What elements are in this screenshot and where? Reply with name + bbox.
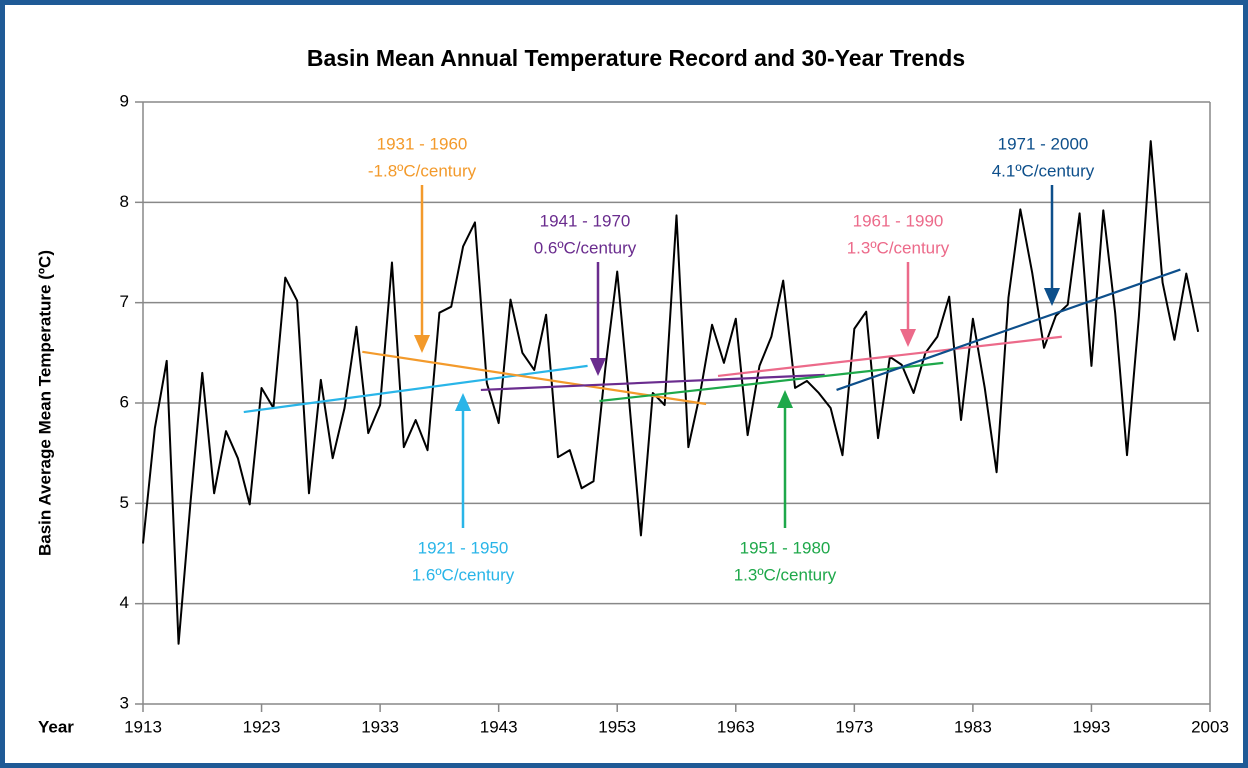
y-tick-label: 5	[120, 493, 129, 512]
y-tick-label: 4	[120, 593, 129, 612]
annotation-label: 4.1ºC/century	[992, 161, 1095, 180]
y-tick-label: 3	[120, 693, 129, 712]
chart-title: Basin Mean Annual Temperature Record and…	[307, 45, 965, 71]
annotation-label: 1941 - 1970	[540, 211, 631, 230]
trend-line	[599, 361, 944, 403]
y-tick-label: 9	[120, 91, 129, 110]
trend-line	[243, 364, 588, 414]
chart: Basin Mean Annual Temperature Record and…	[35, 45, 1229, 736]
x-axis-label: Year	[38, 717, 74, 736]
x-tick-label: 1983	[954, 717, 992, 736]
arrow-head	[590, 358, 606, 376]
arrow-head	[900, 329, 916, 347]
data-line	[142, 140, 1200, 645]
y-tick-label: 6	[120, 392, 129, 411]
annotation-label: -1.8ºC/century	[368, 161, 477, 180]
annotation-label: 1.3ºC/century	[847, 238, 950, 257]
arrow-head	[1044, 288, 1060, 306]
arrow-head	[455, 393, 471, 411]
annotation-label: 1971 - 2000	[998, 134, 1089, 153]
x-tick-label: 1993	[1073, 717, 1111, 736]
annotation-label: 1931 - 1960	[377, 134, 468, 153]
annotation-label: 1951 - 1980	[740, 538, 831, 557]
annotation-label: 1.6ºC/century	[412, 565, 515, 584]
annotation-label: 0.6ºC/century	[534, 238, 637, 257]
y-tick-label: 7	[120, 292, 129, 311]
trend-line	[717, 335, 1062, 378]
annotation-label: 1961 - 1990	[853, 211, 944, 230]
annotation-label: 1921 - 1950	[418, 538, 509, 557]
trend-line	[836, 268, 1181, 391]
trend-line	[480, 373, 825, 392]
trend-line	[362, 350, 707, 406]
x-tick-label: 2003	[1191, 717, 1229, 736]
arrow-head	[414, 335, 430, 353]
x-tick-label: 1973	[835, 717, 873, 736]
x-tick-label: 1953	[598, 717, 636, 736]
x-tick-label: 1913	[124, 717, 162, 736]
x-tick-label: 1963	[717, 717, 755, 736]
arrow-head	[777, 390, 793, 408]
annotation-label: 1.3ºC/century	[734, 565, 837, 584]
y-axis-label: Basin Average Mean Temperature (ºC)	[35, 250, 54, 556]
x-tick-label: 1943	[480, 717, 518, 736]
x-tick-label: 1933	[361, 717, 399, 736]
y-tick-label: 8	[120, 192, 129, 211]
x-tick-label: 1923	[243, 717, 281, 736]
